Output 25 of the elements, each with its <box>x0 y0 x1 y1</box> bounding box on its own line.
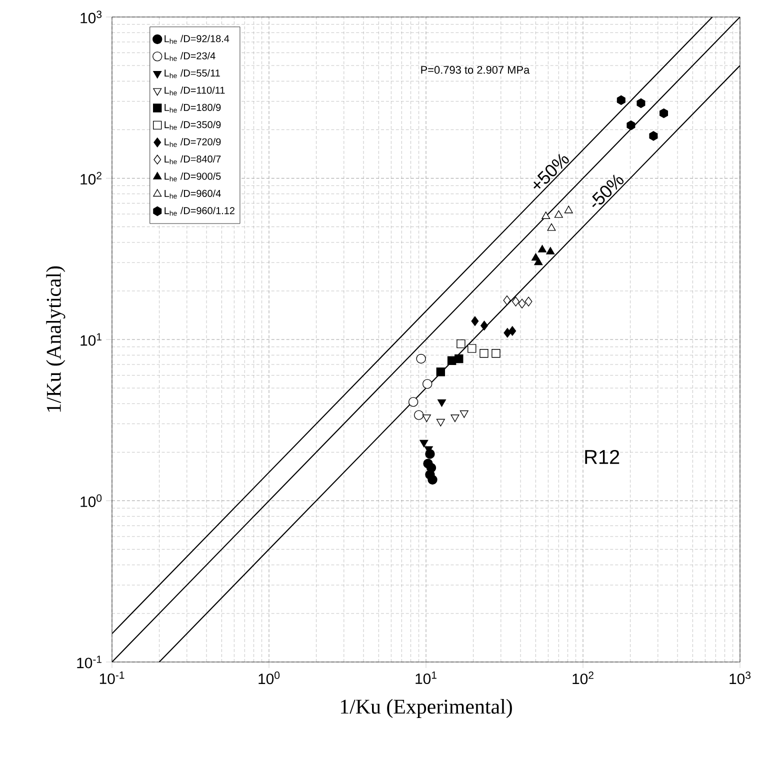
legend-label: L$_{he}$ /D=92/18.4 <box>164 34 230 44</box>
x-tick-label: 10$^{3}$ <box>730 672 751 684</box>
annotation: R12 <box>585 450 620 464</box>
legend-label: L$_{he}$ /D=110/11 <box>164 86 225 96</box>
y-tick-label: 10$^{-1}$ <box>77 656 102 668</box>
x-axis-title: 1/Ku (Experimental) <box>340 699 512 718</box>
legend-label: L$_{he}$ /D=720/9 <box>164 138 221 147</box>
legend-label: L$_{he}$ /D=840/7 <box>164 155 221 164</box>
legend-label: L$_{he}$ /D=23/4 <box>164 52 216 61</box>
x-tick-label: 10$^{0}$ <box>258 672 280 684</box>
legend-label: L$_{he}$ /D=960/4 <box>164 190 221 199</box>
legend-label: L$_{he}$ /D=180/9 <box>164 104 221 113</box>
y-tick-label: 10$^{0}$ <box>80 494 102 508</box>
x-tick-label: 10$^{2}$ <box>572 672 594 684</box>
y-tick-label: 10$^{3}$ <box>80 10 102 24</box>
x-tick-label: 10$^{1}$ <box>416 672 436 684</box>
legend-label: L$_{he}$ /D=960/1.12 <box>164 206 234 216</box>
annotation: P=0.793 to 2.907 MPa <box>421 66 530 74</box>
legend-label: L$_{he}$ /D=350/9 <box>164 120 221 130</box>
x-tick-label: 10$^{-1}$ <box>100 672 124 684</box>
y-tick-label: 10$^{2}$ <box>80 172 102 185</box>
y-axis-title: 1/Ku (Analytical) <box>46 266 66 412</box>
y-tick-label: 10$^{1}$ <box>80 333 102 346</box>
legend-label: L$_{he}$ /D=900/5 <box>164 172 221 182</box>
legend-label: L$_{he}$ /D=55/11 <box>164 69 220 78</box>
